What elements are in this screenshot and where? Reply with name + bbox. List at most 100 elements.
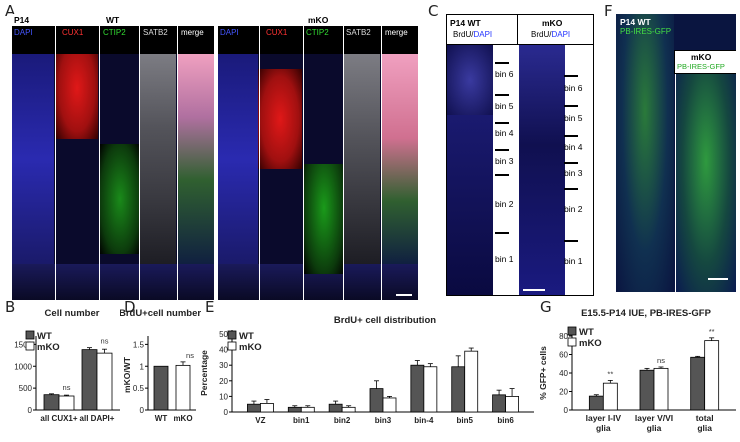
bar [300,406,315,413]
x-tick-label: bin5 [456,416,473,425]
wt-bin-label: bin 5 [495,101,514,111]
x-tick-label: all DAPI+ [80,414,115,423]
x-tick-label: glia [596,423,611,433]
wt-satb2-band [140,54,176,264]
bar [175,364,191,411]
legend-label: WT [37,331,52,342]
wt-bin-label: bin 6 [495,69,514,79]
y-tick-label: 1000 [14,362,32,371]
bar [96,352,113,411]
wt-channel-dapi: DAPI [14,28,33,37]
y-tick-label: 0 [28,406,33,415]
significance-label: ns [63,383,71,392]
y-tick-label: 10 [219,392,228,401]
wt-channel-ctip2: CTIP2 [103,28,126,37]
legend-label: WT [579,327,594,338]
bar [247,403,261,413]
bar [369,388,384,413]
mko-channel-ctip2: CTIP2 [306,28,329,37]
panel-label-e: E [205,298,215,316]
chart-title: Cell number [45,308,100,319]
y-tick-label: 1500 [14,340,32,349]
panel-c-mko-image [519,45,565,295]
significance-label: ** [709,327,715,336]
scale-bar [396,294,412,296]
wt-ctip2-band [100,144,140,254]
y-tick-label: 60 [559,351,568,360]
panel-f-wt-image [616,14,674,292]
y-axis-label: mKO/WT [122,356,132,393]
bar [81,349,98,411]
x-tick-label: bin-4 [414,416,434,425]
wt-cux1-band [56,54,98,139]
mko-bin-label: bin 3 [564,168,583,178]
panel-f-image: P14 WT PB-IRES-GFP mKO PB-IRES-GFP [616,14,736,292]
mko-bin-label: bin 6 [564,83,583,93]
x-tick-label: bin3 [375,416,392,425]
panel-c-wt-stain: BrdU/DAPI [453,30,493,39]
panel-c-mko-stain: BrdU/DAPI [531,30,571,39]
wt-bin-label: bin 2 [495,199,514,209]
panel-f-mko-title: mKO [691,52,712,62]
panel-c-wt-ticks [493,45,517,295]
legend-label: mKO [37,342,60,353]
mko-bin-label: bin 5 [564,113,583,123]
panel-c-mko-ticks [565,45,593,295]
bar [423,366,438,413]
bar [492,394,506,413]
panel-label-b: B [5,298,16,316]
panel-c-wt-image [447,45,493,295]
mko-bin-label: bin 1 [564,256,583,266]
y-tick-label: 1 [140,362,145,371]
legend-swatch [227,341,237,351]
panel-f-wt-title: P14 WT [620,17,651,27]
bar [451,366,466,413]
y-tick-label: 30 [219,361,228,370]
bar [690,356,706,411]
wt-merge-band [178,54,214,264]
panel-c-container: P14 WT BrdU/DAPI mKO BrdU/DAPI bin 6 bin… [446,14,594,296]
y-axis-label: Percentage [200,350,209,396]
x-tick-label: glia [697,423,712,433]
mko-channel-dapi: DAPI [220,28,239,37]
legend-swatch [25,341,35,351]
panel-g-chart: E15.5-P14 IUE, PB-IRES-GFP 0 20 40 60 80 % GFP… [538,308,736,433]
bar [410,364,425,413]
x-tick-label: mKO [173,414,192,423]
y-tick-label: 50 [219,330,228,339]
y-tick-label: 1.5 [133,340,145,349]
panel-label-d: D [124,298,136,316]
bar [505,396,519,413]
wt-channel-merge: merge [181,28,204,37]
panel-a-mko-genotype: mKO [308,15,329,25]
wt-bin-label: bin 1 [495,254,514,264]
wt-bin-label: bin 3 [495,156,514,166]
y-tick-label: 20 [219,377,228,386]
panel-label-g: G [540,298,552,316]
x-tick-label: glia [647,423,662,433]
mko-channel-satb2: SATB2 [346,28,371,37]
panel-a-mko-image: mKO DAPI CUX1 CTIP2 SATB2 merge [218,14,418,300]
panel-a-wt-age: P14 [14,15,30,25]
legend-swatch [25,330,35,340]
chart-title: BrdU+cell number [120,308,201,319]
panel-label-f: F [604,2,613,20]
bar [341,406,356,413]
x-tick-label: VZ [255,416,265,425]
significance-label: ** [607,369,613,378]
y-tick-label: 20 [559,388,568,397]
mko-channel-cux1: CUX1 [266,28,288,37]
wt-bin-label: bin 4 [495,128,514,138]
legend-swatch [227,330,237,340]
x-tick-label: bin6 [497,416,514,425]
x-tick-label: layer V/VI [635,413,673,423]
panel-b-chart: Cell number 0 500 1000 1500 all CUX1+ ns all DA… [14,308,120,423]
y-tick-label: 500 [19,384,33,393]
panel-a-wt-image: P14 WT DAPI CUX1 CTIP2 SATB2 merge [12,14,214,300]
y-tick-label: 0.5 [133,384,145,393]
y-tick-label: 40 [559,369,568,378]
chart-title: BrdU+ cell distribution [334,315,436,326]
mko-channel-merge: merge [385,28,408,37]
bar [43,394,60,411]
x-tick-label: total [696,413,714,423]
